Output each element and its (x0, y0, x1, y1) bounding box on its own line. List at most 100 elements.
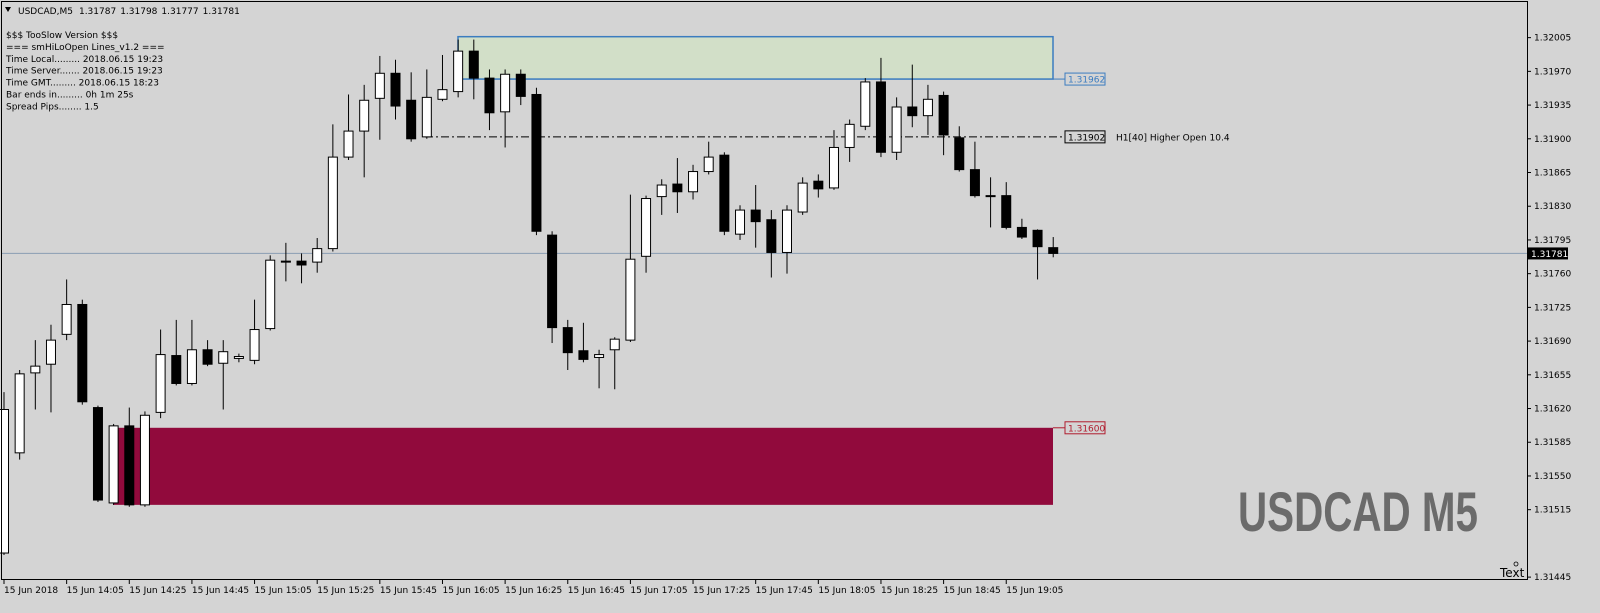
candle-body (30, 365, 41, 374)
y-tick-label: 1.31655 (1534, 371, 1571, 381)
info-line: Bar ends in......... 0h 1m 25s (6, 91, 134, 101)
candle-body (468, 50, 479, 79)
candle-body (985, 195, 996, 198)
info-line: Time Local......... 2018.06.15 19:23 (5, 55, 163, 65)
candle-body (406, 99, 417, 140)
candle-body (641, 198, 652, 257)
level-price: 1.31902 (1068, 133, 1105, 143)
candle-body (390, 72, 401, 107)
x-tick-label: 15 Jun 16:05 (442, 586, 499, 596)
x-tick-label: 15 Jun 2018 (4, 586, 58, 596)
y-tick-label: 1.31585 (1534, 438, 1571, 448)
candle-body (625, 258, 636, 341)
level-label-box (1064, 130, 1106, 144)
x-tick-label: 15 Jun 15:25 (317, 586, 374, 596)
zone-label-box (1064, 421, 1106, 435)
candle-body (421, 96, 432, 138)
candle-body (14, 373, 25, 454)
ohlc-close: 1.31781 (203, 7, 240, 17)
zone-label-box (1064, 72, 1106, 86)
candle-body (1016, 226, 1027, 238)
candle-body (280, 260, 291, 263)
candle-body (875, 81, 886, 153)
info-line: Time GMT......... 2018.06.15 18:23 (5, 79, 159, 89)
plot: 1.32005 1.31970 1.31935 1.31900 1.31865 1.318… (0, 34, 1571, 596)
zone (457, 35, 1054, 80)
info-line: Time Server....... 2018.06.15 19:23 (5, 67, 163, 77)
x-tick-label: 15 Jun 15:45 (380, 586, 437, 596)
y-tick-label: 1.32005 (1534, 34, 1571, 44)
candle-body (484, 77, 495, 114)
candle-body (186, 349, 197, 384)
candle-body (828, 146, 839, 189)
y-tick-label: 1.31830 (1534, 202, 1571, 212)
candle-body (265, 259, 276, 330)
candle-body (531, 93, 542, 232)
info-panel: $$$ TooSlow Version $$$ === smHiLoOpen Li… (5, 31, 165, 112)
candle-body (0, 408, 9, 554)
x-tick-label: 15 Jun 17:45 (756, 586, 813, 596)
candle-body (766, 219, 777, 253)
candle-body (108, 425, 119, 504)
candle-body (437, 89, 448, 100)
y-tick-label: 1.31865 (1534, 169, 1571, 179)
candle-body (92, 407, 103, 501)
chart-header: USDCAD,M5 1.31787 1.31798 1.31777 1.31781 (18, 7, 240, 17)
candle-body (515, 73, 526, 97)
candle-body (1001, 195, 1012, 228)
candle-body (327, 156, 338, 250)
bid-label-box (1528, 247, 1568, 260)
candle-body (735, 209, 746, 235)
candle-body (750, 209, 761, 223)
ohlc-open: 1.31787 (79, 7, 116, 17)
candle-body (359, 99, 370, 132)
candle-body (500, 73, 511, 113)
candle-body (1032, 229, 1043, 248)
y-tick-label: 1.31445 (1534, 573, 1571, 583)
candle-body (938, 94, 949, 136)
x-tick-label: 15 Jun 14:05 (67, 586, 124, 596)
candle-body (562, 327, 573, 354)
watermark: USDCAD M5 (1238, 480, 1478, 543)
y-tick-label: 1.31550 (1534, 472, 1571, 482)
candle-body (547, 234, 558, 329)
candle-body (719, 154, 730, 232)
candle-body (249, 329, 260, 361)
text-object-anchor[interactable] (1513, 561, 1519, 567)
x-tick-label: 15 Jun 14:25 (129, 586, 186, 596)
candle-body (124, 425, 135, 506)
y-tick-label: 1.31515 (1534, 506, 1571, 516)
y-tick-label: 1.31935 (1534, 101, 1571, 111)
candle-body (77, 303, 88, 403)
x-tick-label: 15 Jun 17:25 (693, 586, 750, 596)
info-line: === smHiLoOpen Lines_v1.2 === (6, 43, 165, 53)
candle-body (45, 339, 56, 365)
ohlc-high: 1.31798 (120, 7, 157, 17)
candle-body (907, 106, 918, 117)
candle-body (61, 303, 72, 335)
candle-body (703, 156, 714, 173)
y-tick-label: 1.31795 (1534, 236, 1571, 246)
menu-triangle[interactable] (5, 7, 11, 12)
y-tick-label: 1.31970 (1534, 67, 1571, 77)
candle-body (218, 351, 229, 364)
x-tick-label: 15 Jun 14:45 (192, 586, 249, 596)
candle-body (891, 106, 902, 153)
x-tick-label: 15 Jun 18:05 (818, 586, 875, 596)
candle-body (844, 123, 855, 148)
x-tick-label: 15 Jun 15:05 (255, 586, 312, 596)
info-line: Spread Pips........ 1.5 (6, 102, 99, 112)
candle-body (688, 171, 699, 193)
candle-body (312, 248, 323, 263)
info-line: $$$ TooSlow Version $$$ (6, 31, 118, 41)
candle-body (171, 355, 182, 384)
y-tick-label: 1.31725 (1534, 303, 1571, 313)
y-tick-label: 1.31620 (1534, 405, 1571, 415)
candle-body (374, 72, 385, 99)
plot-frame (1, 1, 1528, 580)
text-object[interactable]: Text (1499, 566, 1525, 580)
candle-body (813, 180, 824, 190)
candle-body (139, 414, 150, 506)
zones (113, 35, 1054, 505)
symbol: USDCAD,M5 (18, 7, 73, 17)
